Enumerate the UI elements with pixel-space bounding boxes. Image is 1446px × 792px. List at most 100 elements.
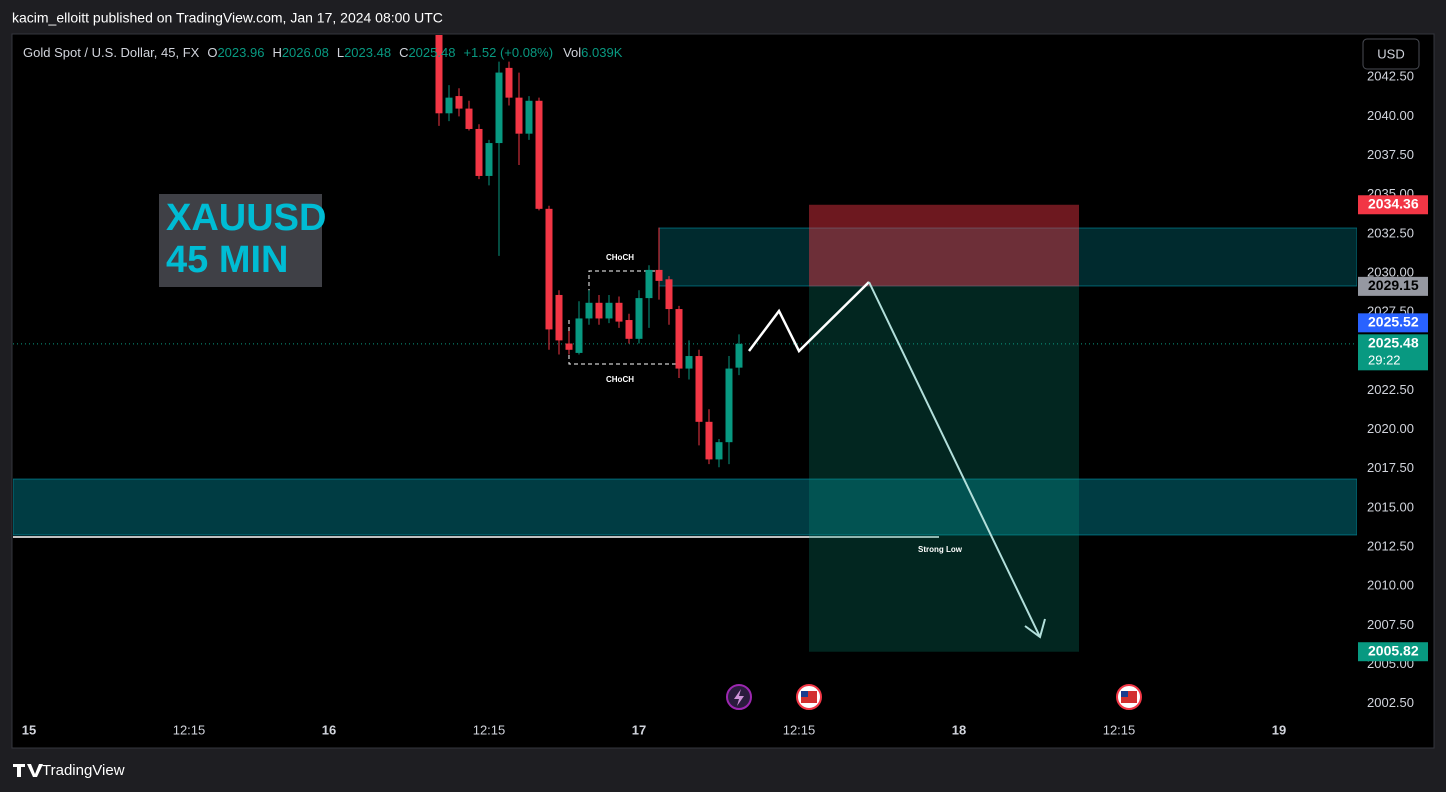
structure-label: CHoCH [606,253,634,262]
x-tick-label: 19 [1272,722,1286,737]
y-tick-label: 2030.00 [1367,264,1414,279]
flag [1121,691,1128,697]
price-line-tag-label: 2025.52 [1368,314,1419,330]
candle-body [605,302,613,319]
candle-body [555,294,563,341]
candle-body [715,442,723,460]
candle-body [665,279,673,310]
stop-tag [1358,195,1428,215]
event-glyph [734,689,744,706]
demand-zone [13,478,1357,536]
legend-key: L [337,45,344,60]
candle-body [615,302,623,322]
x-tick-label: 18 [952,722,966,737]
last-price-tag-label: 2025.48 [1368,335,1419,351]
legend-key: O [207,45,217,60]
legend-value: 2025.48 [408,45,455,60]
supply-zone [658,227,1357,287]
annotation-text: 45 MIN [166,239,288,281]
candle-body [525,100,533,134]
entry-tag [1358,276,1428,296]
legend-change: +1.52 (+0.08%) [463,45,553,60]
y-tick-label: 2002.50 [1367,695,1414,710]
legend-value: 6.039K [581,45,623,60]
target-tag [1358,642,1428,662]
x-tick-label: 12:15 [783,722,816,737]
projection-arrow [1024,618,1046,639]
target-zone [809,286,1079,652]
currency-button[interactable] [1362,38,1420,70]
attribution: kacim_elloitt published on TradingView.c… [12,10,443,26]
candle-body [595,302,603,319]
logo [13,764,43,777]
y-tick-label: 2007.50 [1367,617,1414,632]
x-tick-label: 15 [22,722,36,737]
candle-body [695,356,703,422]
y-tick-label: 2022.50 [1367,382,1414,397]
annotation-text: XAUUSD [166,197,326,239]
candle-body [645,269,653,299]
candle-body [655,269,663,281]
legend-key: C [399,45,408,60]
candle-body [455,96,463,109]
candle-body [435,35,443,114]
candle-body [725,368,733,443]
events [726,684,1142,710]
legend-key: Vol [563,45,581,60]
projection [748,281,870,354]
candle-body [535,100,543,209]
candle-body [495,72,503,144]
annotation-box [159,194,322,287]
candle-body [545,208,553,330]
candle-body [735,343,743,368]
candle-body [635,298,643,339]
candle-body [465,108,473,129]
price-line-tag [1358,313,1428,333]
candle-body [485,143,493,176]
candle-body [575,318,583,353]
y-tick-label: 2032.50 [1367,225,1414,240]
y-tick-label: 2042.50 [1367,69,1414,84]
legend-key: H [272,45,281,60]
candle-body [515,97,523,134]
stop-zone [809,204,1079,287]
last-price-tag [1358,334,1428,371]
candle-body [625,320,633,339]
candle-body [705,421,713,460]
y-tick-label: 2040.00 [1367,108,1414,123]
x-tick-label: 12:15 [173,722,206,737]
structure-label: Strong Low [918,545,963,554]
x-tick-label: 12:15 [473,722,506,737]
legend: Gold Spot / U.S. Dollar, 45, FX O2023.96 H… [23,45,623,60]
structure-label: CHoCH [606,375,634,384]
y-tick-label: 2015.00 [1367,499,1414,514]
y-tick-label: 2020.00 [1367,421,1414,436]
plot-area [13,35,1357,652]
stop-tag-label: 2034.36 [1368,195,1419,211]
countdown: 29:22 [1368,352,1401,367]
projection [868,281,1041,638]
symbol: Gold Spot / U.S. Dollar, 45, FX [23,45,200,60]
x-tick-label: 17 [632,722,646,737]
legend-value: 2026.08 [282,45,329,60]
candle-body [445,97,453,114]
candle-body [675,309,683,369]
candle-body [475,128,483,176]
x-tick-label: 12:15 [1103,722,1136,737]
y-tick-label: 2017.50 [1367,460,1414,475]
x-tick-label: 16 [322,722,336,737]
chart-pane [11,33,1435,749]
y-tick-label: 2012.50 [1367,539,1414,554]
candle-body [685,356,693,369]
currency: USD [1377,46,1404,61]
candle-body [585,302,593,319]
candle-body [565,343,573,350]
flag [801,691,808,697]
legend-value: 2023.48 [344,45,391,60]
y-tick-label: 2010.00 [1367,578,1414,593]
entry-tag-label: 2029.15 [1368,277,1419,293]
target-tag-label: 2005.82 [1368,642,1419,658]
footer: TradingView [42,762,125,779]
